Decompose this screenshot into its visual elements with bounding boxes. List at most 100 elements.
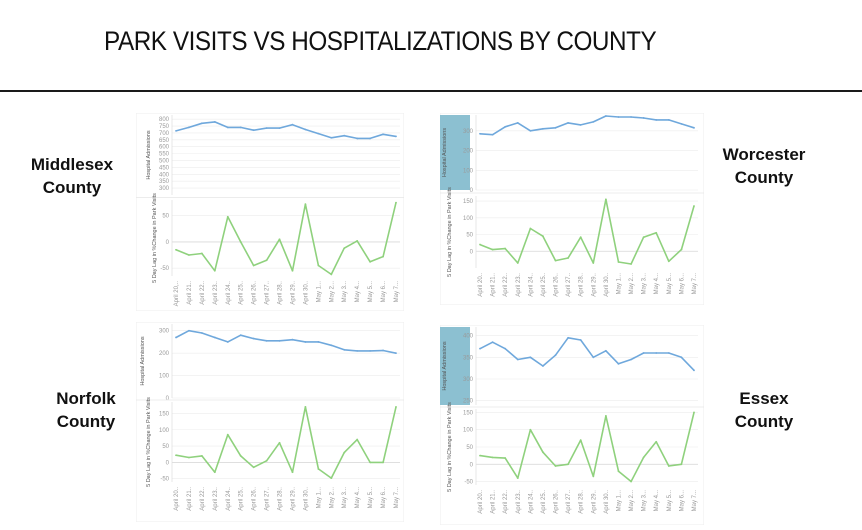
park-visits-point	[343, 451, 346, 454]
park-visits-point	[642, 236, 645, 239]
county-label-line: Middlesex	[30, 155, 114, 174]
y-tick-label: 0	[470, 188, 474, 194]
y-tick-label: 400	[159, 172, 170, 178]
park-visits-point	[213, 471, 216, 474]
chart-frame	[136, 322, 404, 522]
x-tick-label: May 5...	[667, 273, 673, 295]
hospital-admissions-line	[175, 329, 397, 354]
hospital-admissions-point	[630, 358, 632, 361]
hospital-admissions-point	[693, 126, 695, 129]
hospital-admissions-point	[213, 120, 216, 123]
county-label-line: County	[734, 168, 794, 187]
y-tick-label: 350	[463, 355, 474, 361]
chart-frame	[136, 113, 404, 311]
park-visits-point	[592, 262, 595, 264]
hospital-admissions-point	[554, 354, 557, 357]
hospital-admissions-point	[382, 133, 384, 136]
y-tick-label: -50	[160, 477, 169, 483]
hospital-admissions-point	[529, 129, 532, 132]
bottom-y-axis-title: 5 Day Lag in %Change in Park Visits	[146, 397, 152, 487]
y-tick-label: 0	[470, 462, 474, 468]
hospital-admissions-point	[265, 127, 268, 130]
x-tick-label: May 1...	[616, 273, 622, 295]
park-visits-point	[356, 239, 359, 242]
y-tick-label: 600	[159, 145, 170, 151]
hospital-admissions-point	[239, 126, 242, 129]
x-tick-label: April 22..	[503, 273, 509, 297]
x-tick-label: April 21..	[491, 490, 497, 514]
park-visits-point	[630, 480, 632, 483]
hospital-admissions-point	[226, 341, 229, 343]
park-visits-line	[479, 412, 695, 483]
park-visits-point	[226, 433, 229, 436]
y-tick-label: 200	[159, 351, 170, 357]
x-tick-label: May 6...	[679, 273, 685, 295]
x-tick-label: April 27..	[265, 487, 271, 511]
x-tick-label: April 26..	[554, 273, 560, 297]
hospital-admissions-point	[278, 339, 281, 342]
x-tick-label: April 25..	[541, 273, 547, 297]
park-visits-point	[175, 454, 177, 457]
park-visits-point	[642, 456, 645, 459]
x-tick-label: April 23..	[213, 281, 219, 305]
park-visits-point	[630, 263, 632, 265]
hospital-admissions-point	[356, 350, 359, 352]
x-tick-label: April 24..	[528, 490, 534, 514]
x-tick-label: April 30..	[604, 273, 610, 297]
x-tick-label: May 7...	[394, 487, 400, 509]
hospital-admissions-point	[630, 116, 632, 118]
axis-highlight	[440, 327, 470, 405]
county-label-line: County	[734, 412, 794, 431]
y-tick-label: 100	[463, 428, 474, 434]
x-tick-label: May 4...	[654, 273, 660, 295]
x-tick-label: April 25..	[541, 490, 547, 514]
county-label-line: Essex	[739, 389, 789, 408]
y-tick-label: 100	[159, 374, 170, 380]
park-visits-point	[491, 456, 494, 459]
park-visits-point	[226, 215, 229, 218]
hospital-admissions-point	[479, 347, 481, 350]
hospital-admissions-point	[239, 334, 242, 337]
county-label-line: County	[42, 178, 102, 197]
x-tick-label: April 20,..	[174, 281, 180, 307]
x-tick-label: May 2...	[329, 487, 335, 509]
park-visits-point	[265, 459, 268, 462]
park-visits-line	[175, 202, 397, 276]
hospital-admissions-point	[252, 337, 255, 340]
park-visits-point	[304, 405, 307, 408]
y-tick-label: 50	[162, 214, 169, 220]
x-tick-label: April 25..	[239, 281, 245, 305]
park-visits-point	[680, 463, 683, 466]
hospital-admissions-point	[226, 126, 229, 129]
chart-svg-norfolk: 0 100 200 300 Hospital Admissions -50 0 50 100 15…	[136, 322, 404, 522]
x-tick-label: April 24..	[226, 281, 232, 305]
hospital-admissions-point	[567, 336, 570, 339]
hospital-admissions-point	[680, 356, 683, 359]
hospital-admissions-point	[516, 121, 519, 124]
hospital-admissions-point	[382, 349, 384, 352]
y-tick-label: 100	[463, 216, 474, 222]
hospital-admissions-point	[330, 136, 333, 139]
hospital-admissions-point	[667, 119, 670, 121]
park-visits-point	[291, 269, 294, 272]
county-label-middlesex: Middlesex County	[12, 153, 132, 199]
chart-panel-essex: 250 300 350 400 Hospital Admissions -50 0 50 100…	[440, 325, 704, 525]
hospital-admissions-point	[200, 122, 203, 125]
hospital-admissions-point	[542, 127, 544, 130]
x-tick-label: April 22..	[503, 490, 509, 514]
x-tick-label: April 29..	[591, 490, 597, 514]
y-tick-label: 300	[159, 329, 170, 335]
park-visits-point	[200, 252, 203, 255]
x-tick-label: April 28..	[278, 487, 284, 511]
park-visits-point	[395, 405, 397, 408]
x-tick-label: May 7...	[692, 490, 698, 512]
park-visits-point	[579, 236, 582, 239]
hospital-admissions-point	[693, 369, 695, 372]
hospital-admissions-point	[278, 127, 281, 130]
park-visits-point	[655, 231, 658, 234]
park-visits-point	[239, 454, 242, 457]
park-visits-point	[239, 241, 242, 243]
park-visits-point	[188, 254, 190, 256]
x-tick-label: April 23..	[516, 273, 522, 297]
x-tick-label: May 4...	[355, 487, 361, 509]
